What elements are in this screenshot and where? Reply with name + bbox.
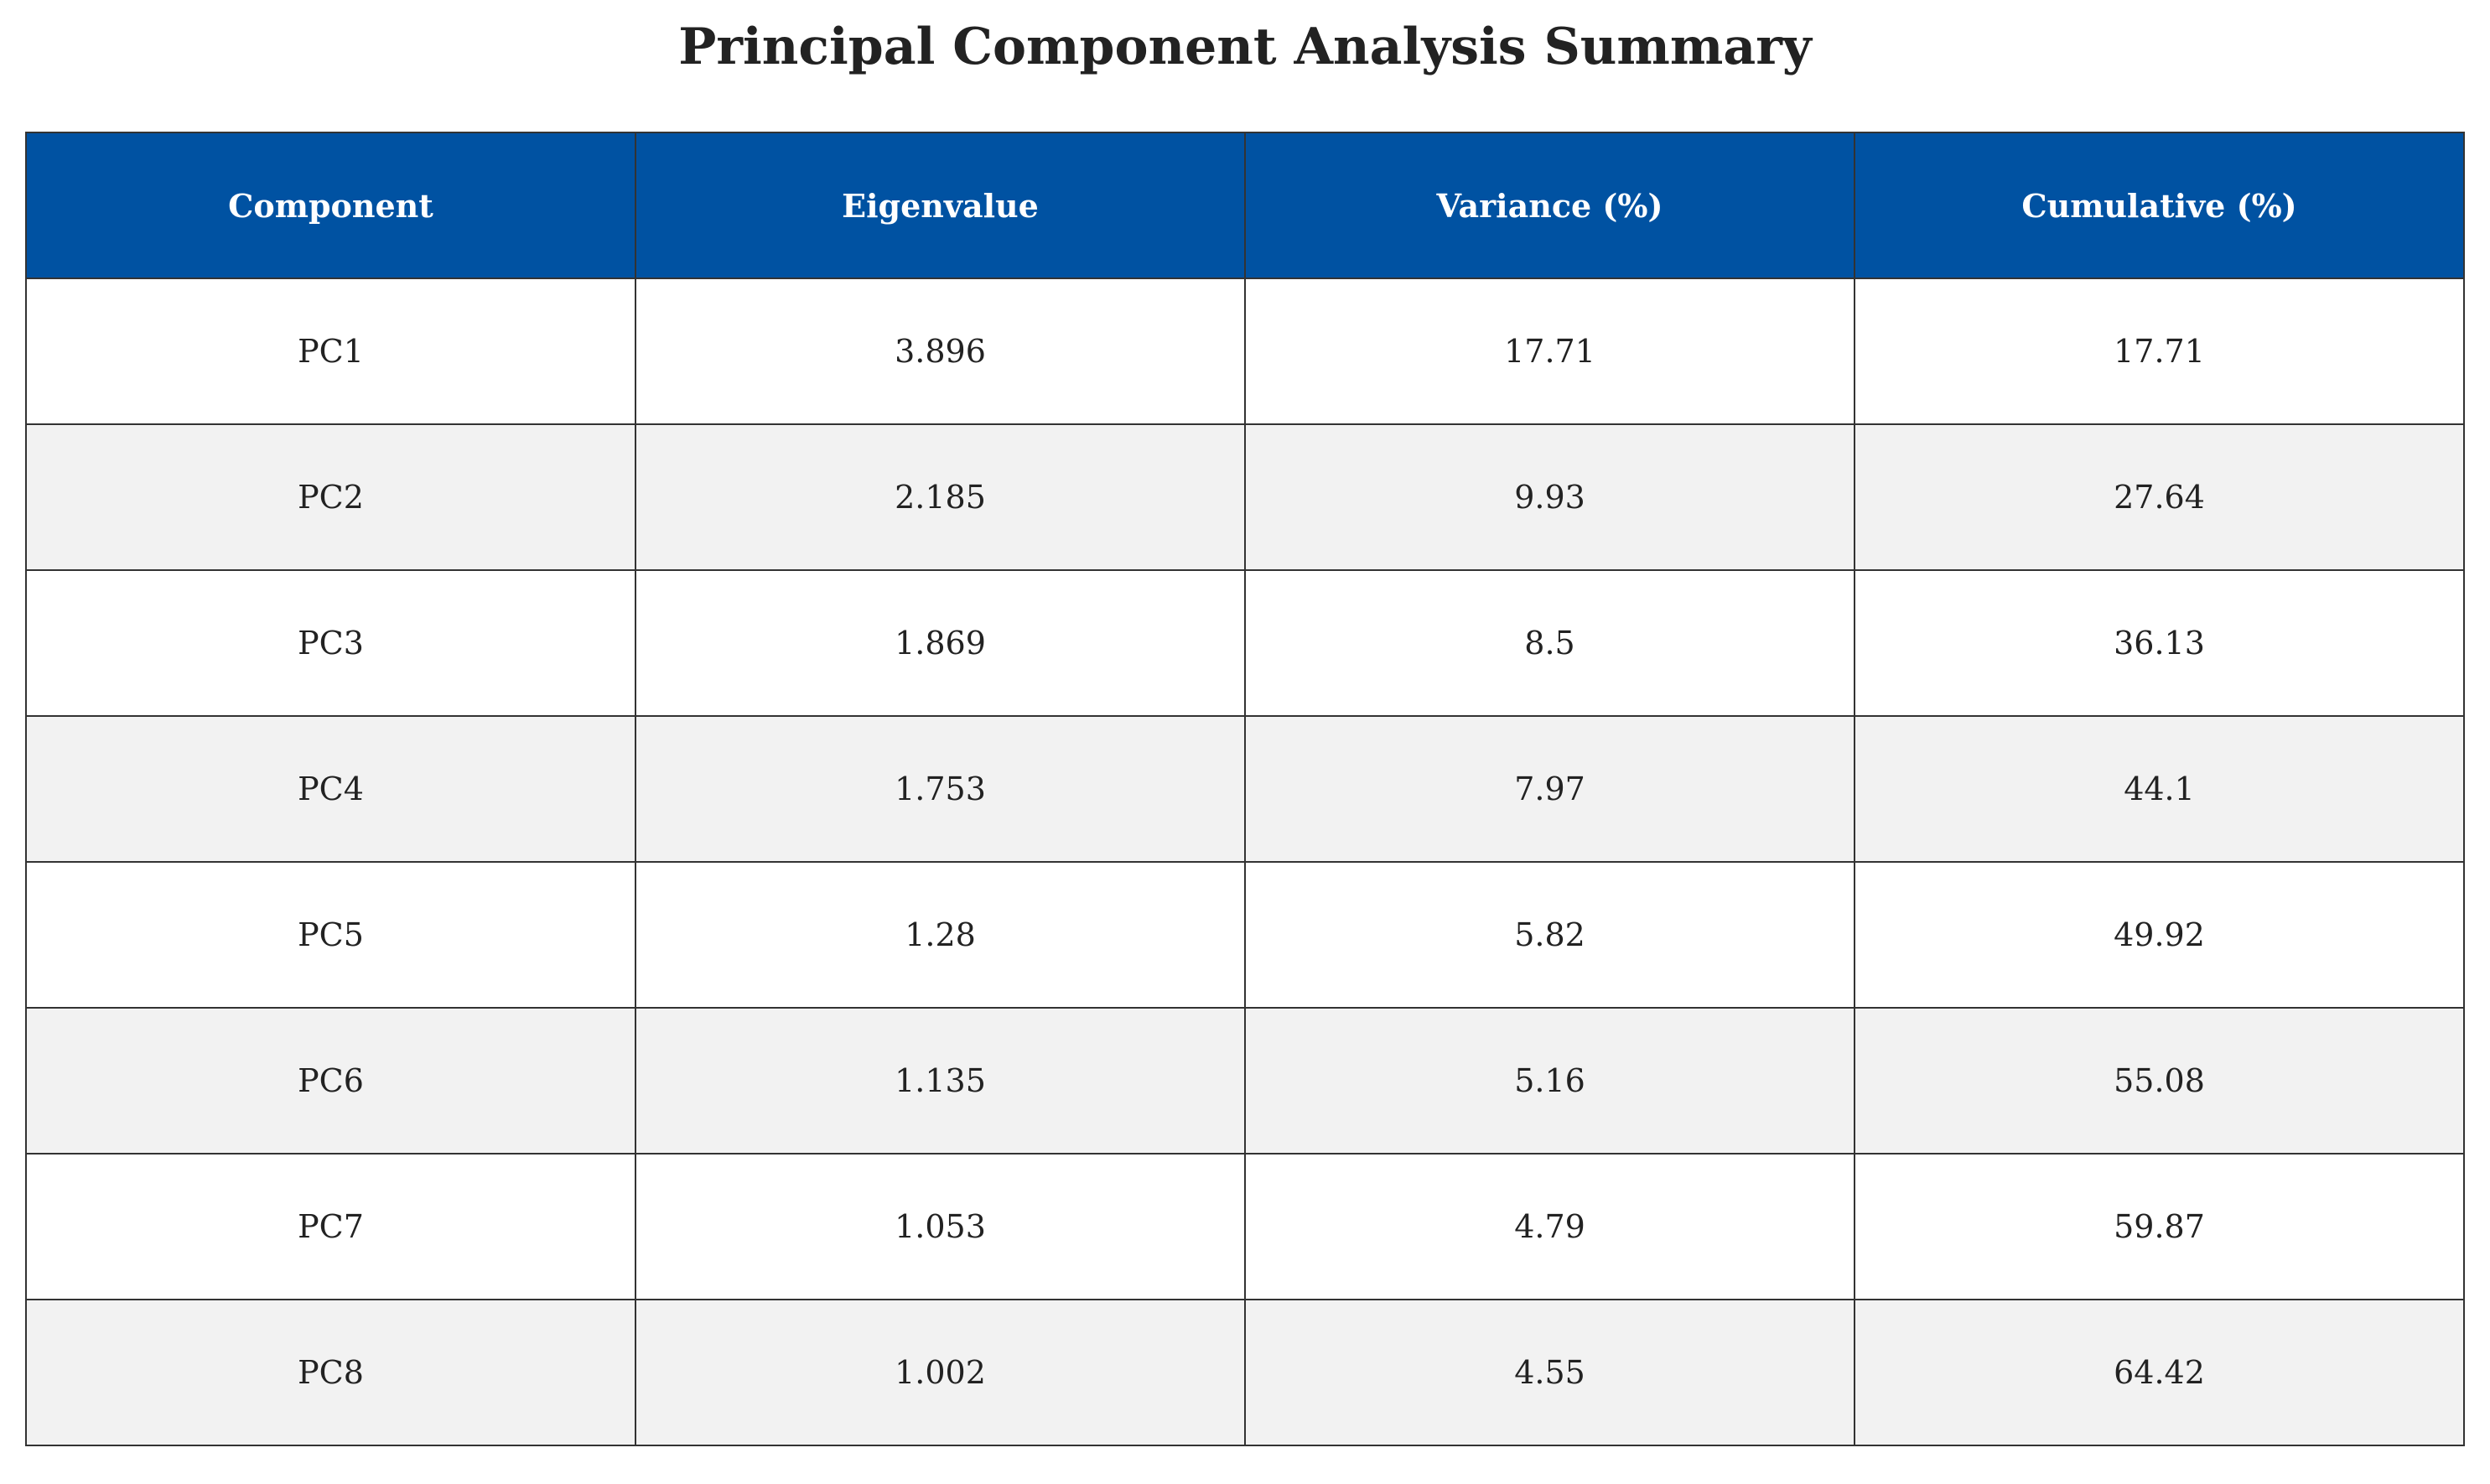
cell-component: PC8 — [25, 1299, 636, 1446]
cell-eigenvalue: 1.135 — [635, 1007, 1246, 1155]
pca-summary-table: Component Eigenvalue Variance (%) Cumula… — [25, 132, 2465, 1446]
cell-variance: 5.82 — [1244, 861, 1855, 1009]
header-variance: Variance (%) — [1244, 132, 1855, 279]
table-row: PC8 1.002 4.55 64.42 — [25, 1299, 2465, 1446]
table-title: Principal Component Analysis Summary — [678, 18, 1812, 76]
cell-variance: 9.93 — [1244, 423, 1855, 571]
cell-eigenvalue: 1.869 — [635, 569, 1246, 717]
cell-component: PC6 — [25, 1007, 636, 1155]
cell-component: PC2 — [25, 423, 636, 571]
header-row: Component Eigenvalue Variance (%) Cumula… — [25, 132, 2465, 279]
cell-variance: 7.97 — [1244, 715, 1855, 863]
cell-component: PC4 — [25, 715, 636, 863]
cell-eigenvalue: 1.753 — [635, 715, 1246, 863]
cell-cumulative: 64.42 — [1854, 1299, 2465, 1446]
cell-variance: 4.79 — [1244, 1153, 1855, 1300]
cell-variance: 8.5 — [1244, 569, 1855, 717]
cell-eigenvalue: 1.28 — [635, 861, 1246, 1009]
cell-variance: 4.55 — [1244, 1299, 1855, 1446]
cell-variance: 17.71 — [1244, 278, 1855, 425]
table-row: PC3 1.869 8.5 36.13 — [25, 569, 2465, 717]
table-row: PC5 1.28 5.82 49.92 — [25, 861, 2465, 1009]
cell-cumulative: 44.1 — [1854, 715, 2465, 863]
cell-cumulative: 17.71 — [1854, 278, 2465, 425]
cell-eigenvalue: 2.185 — [635, 423, 1246, 571]
cell-eigenvalue: 1.002 — [635, 1299, 1246, 1446]
header-component: Component — [25, 132, 636, 279]
table-row: PC4 1.753 7.97 44.1 — [25, 715, 2465, 863]
cell-component: PC3 — [25, 569, 636, 717]
table-row: PC6 1.135 5.16 55.08 — [25, 1007, 2465, 1155]
table-row: PC1 3.896 17.71 17.71 — [25, 278, 2465, 425]
cell-cumulative: 36.13 — [1854, 569, 2465, 717]
header-eigenvalue: Eigenvalue — [635, 132, 1246, 279]
cell-cumulative: 49.92 — [1854, 861, 2465, 1009]
table-row: PC7 1.053 4.79 59.87 — [25, 1153, 2465, 1300]
cell-component: PC5 — [25, 861, 636, 1009]
cell-eigenvalue: 3.896 — [635, 278, 1246, 425]
cell-cumulative: 55.08 — [1854, 1007, 2465, 1155]
cell-cumulative: 27.64 — [1854, 423, 2465, 571]
cell-component: PC1 — [25, 278, 636, 425]
header-cumulative: Cumulative (%) — [1854, 132, 2465, 279]
table-row: PC2 2.185 9.93 27.64 — [25, 423, 2465, 571]
cell-variance: 5.16 — [1244, 1007, 1855, 1155]
cell-eigenvalue: 1.053 — [635, 1153, 1246, 1300]
cell-component: PC7 — [25, 1153, 636, 1300]
cell-cumulative: 59.87 — [1854, 1153, 2465, 1300]
